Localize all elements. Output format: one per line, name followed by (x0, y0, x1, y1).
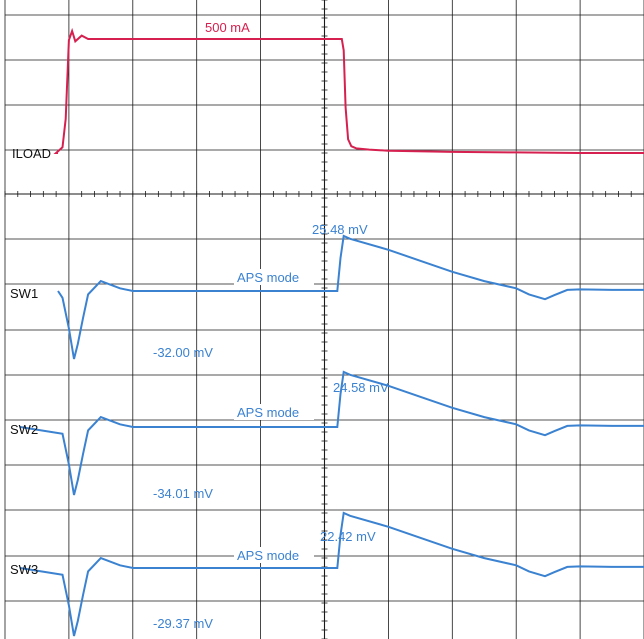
sw1-mode-label: APS mode (237, 270, 299, 285)
sw2-channel-label: SW2 (10, 422, 38, 437)
sw1-trace (57, 234, 644, 360)
sw1-peak-label: 25.48 mV (312, 222, 368, 237)
sw2-trough-label: -34.01 mV (153, 486, 213, 501)
iload-trace-group: ILOAD 500 mA (12, 20, 644, 161)
sw3-trough-label: -29.37 mV (153, 616, 213, 631)
sw2-mode-label-bg (234, 404, 314, 420)
sw3-trace-group: SW3 APS mode 22.42 mV -29.37 mV (10, 511, 644, 637)
sw2-peak-label: 24.58 mV (333, 380, 389, 395)
sw3-peak-label: 22.42 mV (320, 529, 376, 544)
sw3-mode-label: APS mode (237, 548, 299, 563)
sw3-trace (19, 511, 644, 637)
iload-level-annotation: 500 mA (205, 20, 250, 35)
sw1-mode-label-bg (234, 269, 314, 285)
sw2-trace-group: SW2 APS mode 24.58 mV -34.01 mV (10, 370, 644, 501)
sw1-trough-label: -32.00 mV (153, 345, 213, 360)
sw2-trace (19, 370, 644, 496)
sw2-mode-label: APS mode (237, 405, 299, 420)
sw1-trace-group: SW1 APS mode 25.48 mV -32.00 mV (10, 222, 644, 360)
sw3-channel-label: SW3 (10, 562, 38, 577)
sw3-mode-label-bg (234, 547, 314, 563)
sw1-channel-label: SW1 (10, 286, 38, 301)
iload-trace (53, 27, 644, 154)
iload-channel-label: ILOAD (12, 146, 51, 161)
